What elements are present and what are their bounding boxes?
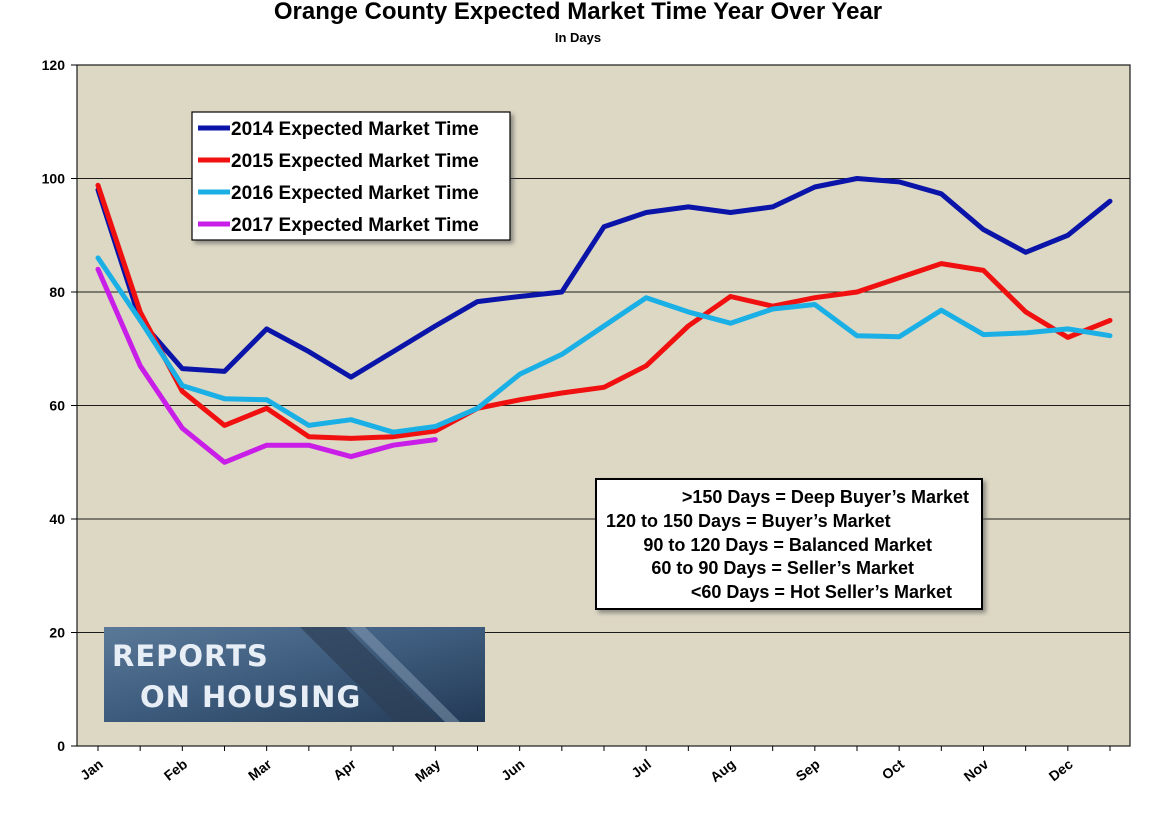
x-tick-label: Dec [1046,756,1076,785]
y-tick-label: 100 [42,171,66,187]
annotation-line-4: 60 to 90 Days = Seller’s Market [651,558,914,578]
logo-line-1: REPORTS [112,639,269,673]
series-line-2 [95,182,1113,441]
y-axis: 0 20 40 60 80 100 120 [42,57,77,754]
market-annotation: >150 Days = Deep Buyer’s Market 120 to 1… [595,478,983,610]
series-lines [95,176,1113,465]
x-tick-label: Jul [628,756,654,781]
x-tick-label: Aug [707,756,738,785]
y-tick-label: 40 [49,511,65,527]
annotation-line-3: 90 to 120 Days = Balanced Market [643,535,932,555]
annotation-box [595,478,983,610]
logo-line-2: ON HOUSING [140,680,361,714]
legend-label: 2017 Expected Market Time [231,215,479,236]
series-line-1 [95,176,1113,380]
x-tick-label: Apr [330,755,359,783]
legend-box [191,111,511,241]
x-tick-label: Jun [498,756,527,784]
x-tick-label: Feb [161,756,190,784]
series-line-3 [95,255,1113,435]
chart-subtitle: In Days [555,30,601,45]
x-tick-label: Jan [77,756,106,783]
legend-label: 2016 Expected Market Time [231,183,479,204]
annotation-line-5: <60 Days = Hot Seller’s Market [691,582,952,602]
legend-label: 2015 Expected Market Time [231,151,479,172]
y-tick-label: 20 [49,625,65,641]
logo-stripe [300,627,440,722]
y-tick-label: 120 [42,57,66,73]
x-tick-label: Mar [245,755,275,783]
chart-title: Orange County Expected Market Time Year … [274,0,882,25]
legend-label: 2014 Expected Market Time [231,119,479,140]
x-tick-label: Oct [879,756,908,783]
annotation-line-1: >150 Days = Deep Buyer’s Market [682,487,969,507]
x-tick-label: Sep [793,756,823,784]
logo-stripe [350,627,460,722]
y-tick-label: 60 [49,398,65,414]
x-axis: Jan Feb Mar Apr May Jun Jul Aug Sep Oct Nov Dec [77,746,1111,786]
annotation-line-2: 120 to 150 Days = Buyer’s Market [606,511,891,531]
legend: 2014 Expected Market Time 2015 Expected M… [191,111,511,241]
series-line-4 [95,266,438,465]
x-tick-label: Nov [961,756,992,785]
reports-on-housing-logo: REPORTS ON HOUSING [104,627,485,722]
x-tick-label: May [412,756,443,786]
y-tick-label: 80 [49,284,65,300]
y-tick-label: 0 [57,738,65,754]
